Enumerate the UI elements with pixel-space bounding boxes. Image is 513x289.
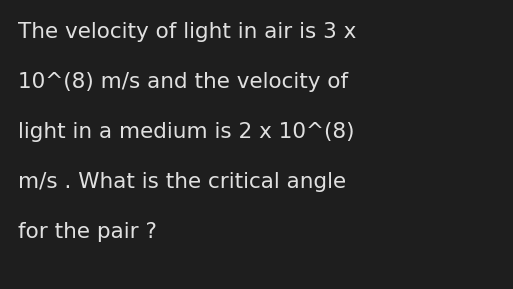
Text: 10^(8) m/s and the velocity of: 10^(8) m/s and the velocity of [18, 72, 348, 92]
Text: The velocity of light in air is 3 x: The velocity of light in air is 3 x [18, 22, 357, 42]
Text: for the pair ?: for the pair ? [18, 222, 157, 242]
Text: light in a medium is 2 x 10^(8): light in a medium is 2 x 10^(8) [18, 122, 354, 142]
Text: m/s . What is the critical angle: m/s . What is the critical angle [18, 172, 346, 192]
